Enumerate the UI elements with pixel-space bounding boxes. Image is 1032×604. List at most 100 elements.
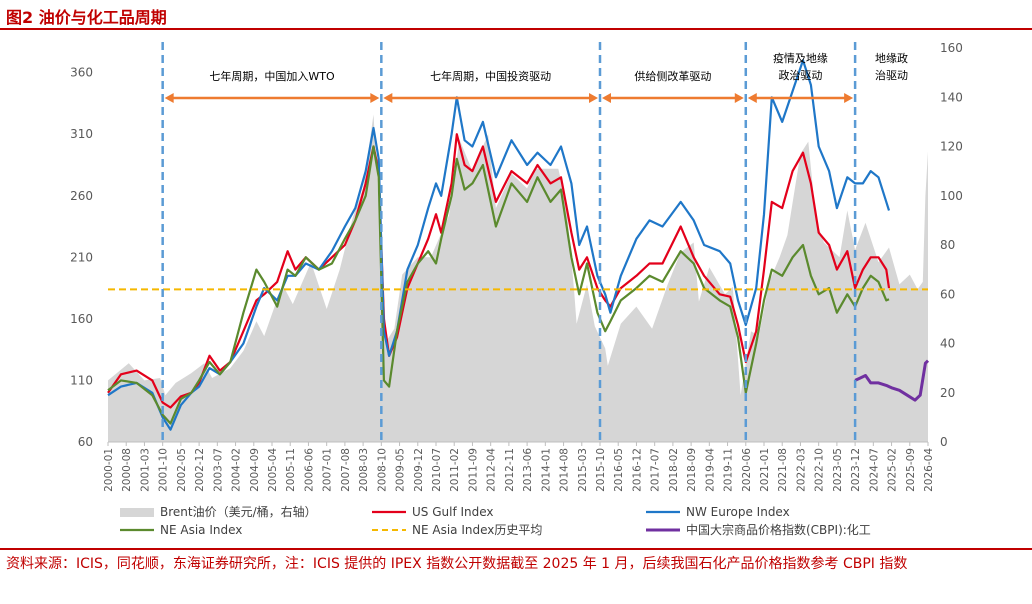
x-tick-2: 2001-03 bbox=[139, 448, 151, 492]
x-tick-9: 2005-04 bbox=[267, 448, 279, 492]
x-tick-14: 2008-03 bbox=[358, 448, 370, 492]
x-tick-12: 2007-01 bbox=[322, 448, 334, 492]
x-tick-18: 2010-07 bbox=[431, 448, 443, 492]
x-tick-30: 2017-07 bbox=[650, 448, 662, 492]
period-dividers-layer bbox=[161, 42, 857, 442]
x-tick-0: 2000-01 bbox=[103, 448, 115, 492]
y-right-tick-4: 80 bbox=[940, 238, 955, 252]
x-tick-22: 2012-11 bbox=[504, 448, 516, 492]
x-tick-7: 2004-02 bbox=[231, 448, 243, 492]
y-left-tick-0: 60 bbox=[78, 435, 93, 449]
x-tick-25: 2014-08 bbox=[559, 448, 571, 492]
y-right-tick-1: 20 bbox=[940, 386, 955, 400]
y-right-tick-6: 120 bbox=[940, 140, 963, 154]
x-tick-43: 2025-02 bbox=[887, 448, 899, 492]
series-line-1 bbox=[107, 133, 891, 409]
x-tick-37: 2021-08 bbox=[777, 448, 789, 492]
x-tick-15: 2008-10 bbox=[376, 448, 388, 492]
period-arrow-head-right-1 bbox=[589, 93, 598, 103]
y-left-tick-4: 260 bbox=[70, 189, 93, 203]
y-left-tick-5: 310 bbox=[70, 127, 93, 141]
x-tick-19: 2011-02 bbox=[449, 448, 461, 492]
x-tick-32: 2018-09 bbox=[686, 448, 698, 492]
x-tick-13: 2007-08 bbox=[340, 448, 352, 492]
x-tick-34: 2019-11 bbox=[723, 448, 735, 492]
x-tick-41: 2023-12 bbox=[850, 448, 862, 492]
x-tick-11: 2006-06 bbox=[303, 448, 315, 492]
x-tick-42: 2024-07 bbox=[868, 448, 880, 492]
x-tick-29: 2016-12 bbox=[631, 448, 643, 492]
x-tick-27: 2015-10 bbox=[595, 448, 607, 492]
x-tick-8: 2004-09 bbox=[249, 448, 261, 492]
chart: 七年周期，中国加入WTO 七年周期，中国投资驱动 供给侧改革驱动 疫情及地缘政治驱动 地… bbox=[70, 41, 963, 537]
x-tick-40: 2023-05 bbox=[832, 448, 844, 492]
brent-area bbox=[108, 114, 928, 442]
legend-label-1: US Gulf Index bbox=[412, 505, 494, 519]
period-arrow-head-left-2 bbox=[602, 93, 611, 103]
period-arrow-head-right-2 bbox=[734, 93, 744, 103]
legend-label-3: NE Asia Index bbox=[160, 523, 242, 537]
y-left-tick-1: 110 bbox=[70, 373, 93, 387]
period-label-line1-4: 地缘政 bbox=[875, 51, 908, 65]
period-arrow-head-right-3 bbox=[844, 93, 854, 103]
y-left-tick-6: 360 bbox=[70, 66, 93, 80]
period-label-line1-3: 疫情及地缘 bbox=[773, 51, 828, 65]
x-tick-26: 2015-03 bbox=[577, 448, 589, 492]
period-label-3: 疫情及地缘政治驱动 bbox=[773, 51, 828, 82]
x-tick-20: 2011-09 bbox=[467, 448, 479, 492]
period-label-line2-3: 政治驱动 bbox=[778, 68, 822, 82]
title-rule bbox=[0, 28, 1032, 30]
y-left-tick-3: 210 bbox=[70, 250, 93, 264]
source-note: 资料来源：ICIS，同花顺，东海证券研究所，注：ICIS 提供的 IPEX 指数… bbox=[6, 556, 908, 572]
series-line-5 bbox=[854, 359, 930, 402]
legend-swatch-0 bbox=[120, 508, 154, 517]
figure-title: 图2 油价与化工品周期 bbox=[6, 8, 167, 27]
y-right-tick-0: 0 bbox=[940, 435, 948, 449]
x-tick-36: 2021-01 bbox=[759, 448, 771, 492]
series-line-3 bbox=[107, 145, 890, 425]
x-tick-16: 2009-05 bbox=[395, 448, 407, 492]
series-lines-layer bbox=[107, 59, 930, 431]
x-tick-1: 2000-08 bbox=[121, 448, 133, 492]
period-label-2: 供给侧改革驱动 bbox=[634, 69, 711, 83]
period-arrow-head-left-3 bbox=[747, 93, 757, 103]
x-tick-17: 2009-12 bbox=[413, 448, 425, 492]
period-arrow-head-right-0 bbox=[370, 93, 380, 103]
legend-label-2: NW Europe Index bbox=[686, 505, 790, 519]
period-label-4: 地缘政治驱动 bbox=[875, 51, 908, 82]
legend-label-5: 中国大宗商品价格指数(CBPI):化工 bbox=[686, 522, 871, 537]
period-annotations-layer: 七年周期，中国加入WTO 七年周期，中国投资驱动 供给侧改革驱动 疫情及地缘政治驱动 地… bbox=[164, 51, 908, 103]
x-tick-44: 2025-09 bbox=[905, 448, 917, 492]
y-right-tick-5: 100 bbox=[940, 189, 963, 203]
x-tick-35: 2020-06 bbox=[741, 448, 753, 492]
bottom-rule bbox=[0, 548, 1032, 550]
period-label-0: 七年周期，中国加入WTO bbox=[209, 69, 335, 83]
x-tick-5: 2002-12 bbox=[194, 448, 206, 492]
x-tick-23: 2013-06 bbox=[522, 448, 534, 492]
tick-labels-layer: 60 110 160 210 260 310 360 0 20 40 60 80 100 120 140 16… bbox=[70, 41, 963, 492]
legend: Brent油价（美元/桶，右轴） US Gulf Index NW Europe I… bbox=[120, 504, 871, 537]
x-tick-6: 2003-07 bbox=[212, 448, 224, 492]
legend-label-0: Brent油价（美元/桶，右轴） bbox=[160, 504, 317, 519]
y-left-tick-2: 160 bbox=[70, 312, 93, 326]
y-right-tick-7: 140 bbox=[940, 90, 963, 104]
period-arrow-head-left-0 bbox=[164, 93, 174, 103]
x-tick-21: 2012-04 bbox=[486, 448, 498, 492]
period-label-1: 七年周期，中国投资驱动 bbox=[430, 69, 551, 83]
x-tick-28: 2016-05 bbox=[613, 448, 625, 492]
x-tick-3: 2001-10 bbox=[158, 448, 170, 492]
series-line-2 bbox=[107, 59, 891, 431]
period-label-line2-4: 治驱动 bbox=[875, 68, 908, 82]
x-tick-4: 2002-05 bbox=[176, 448, 188, 492]
y-right-tick-8: 160 bbox=[940, 41, 963, 55]
x-tick-10: 2005-11 bbox=[285, 448, 297, 492]
x-tick-38: 2022-03 bbox=[795, 448, 807, 492]
x-tick-24: 2014-01 bbox=[540, 448, 552, 492]
x-tick-31: 2018-02 bbox=[668, 448, 680, 492]
period-arrow-head-left-1 bbox=[383, 93, 393, 103]
x-tick-33: 2019-04 bbox=[704, 448, 716, 492]
x-tick-39: 2022-10 bbox=[814, 448, 826, 492]
x-tick-45: 2026-04 bbox=[923, 448, 935, 492]
brent-area-layer bbox=[108, 114, 928, 442]
y-right-tick-2: 40 bbox=[940, 337, 955, 351]
